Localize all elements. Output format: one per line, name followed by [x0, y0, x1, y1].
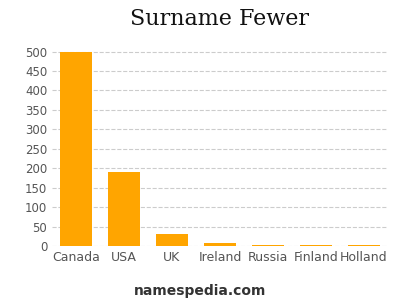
Bar: [252, 245, 284, 246]
Text: namespedia.com: namespedia.com: [134, 284, 266, 298]
Bar: [204, 243, 236, 246]
Bar: [300, 245, 332, 246]
Bar: [108, 172, 140, 246]
Bar: [348, 245, 380, 246]
Bar: [156, 234, 188, 246]
Title: Surname Fewer: Surname Fewer: [130, 8, 310, 30]
Bar: [60, 52, 92, 246]
